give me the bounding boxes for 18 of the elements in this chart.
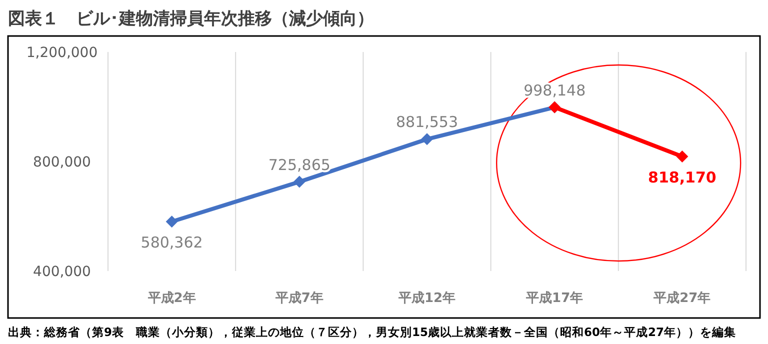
x-tick-label: 平成2年 [146, 291, 196, 306]
point [676, 150, 688, 163]
x-tick-label: 平成7年 [274, 291, 324, 306]
data-label: 818,170 [648, 168, 716, 187]
point [421, 133, 433, 146]
data-label: 881,553 [396, 113, 458, 132]
point [166, 216, 178, 228]
data-label: 725,865 [268, 156, 330, 174]
y-tick-label: 1,200,000 [26, 45, 98, 61]
x-tick-label: 平成17年 [525, 291, 584, 306]
x-tick-label: 平成12年 [397, 291, 456, 306]
x-tick-label: 平成27年 [652, 291, 711, 306]
point [293, 176, 306, 188]
y-tick-label: 800,000 [33, 154, 91, 170]
data-label: 580,362 [140, 234, 203, 252]
source-note: 出典：総務省（第9表 職業（小分類），従業上の地位（７区分），男女別15歳以上就業者数－全国（昭和60年～平成27年））を編集 [8, 325, 736, 339]
chart-title: 図表１ ビル･建物清掃員年次推移（減少傾向） [8, 9, 374, 29]
y-tick-label: 400,000 [33, 264, 91, 280]
